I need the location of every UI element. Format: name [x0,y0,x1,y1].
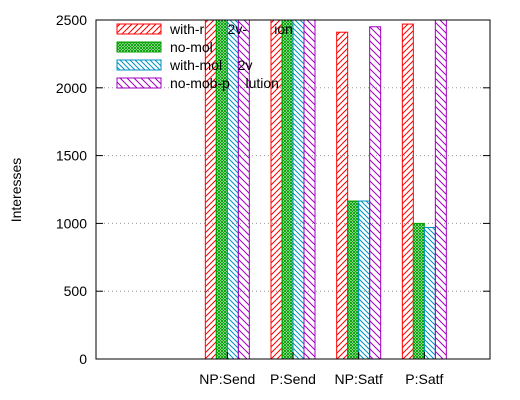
y-tick-label: 1000 [56,215,87,231]
x-tick-label: P:Satf [405,371,443,387]
bar-no-mob-pollution-P:Satf [434,19,447,360]
y-axis-ticks: 0 500 1000 1500 2000 2500 [56,12,490,367]
y-tick-label: 500 [64,283,88,299]
bar-with-mob-v2v-pollution-P:Send [270,19,283,360]
legend-label: no-mob-p lution [170,75,279,91]
x-axis-ticks: NP:Send P:Send NP:Satf P:Satf [199,352,444,387]
y-tick-label: 2000 [56,80,87,96]
x-tick-label: P:Send [270,371,316,387]
legend-label: with-mol 2v [169,57,252,73]
bar-with-mob-v2v-pollution-NP:Satf [336,31,349,360]
legend-swatch [116,41,162,53]
bar-no-mob-P:Send [281,19,294,360]
y-axis-label: Interesses [8,158,24,223]
y-tick-label: 2500 [56,12,87,28]
legend-swatch [116,77,162,89]
bar-with-mob-v2v-P:Satf [423,226,436,360]
x-tick-label: NP:Send [199,371,255,387]
bar-no-mob-P:Satf [412,222,425,360]
y-tick-label: 0 [79,351,87,367]
x-tick-label: NP:Satf [335,371,383,387]
bar-no-mob-pollution-NP:Satf [369,26,382,360]
bar-no-mob-NP:Satf [347,200,360,360]
bar-with-mob-v2v-P:Send [292,19,305,360]
y-tick-label: 1500 [56,148,87,164]
legend-label: with-r 2v- ion [169,21,293,37]
legend-swatch [116,59,162,71]
legend-swatch [116,23,162,35]
legend-label: no-mol [170,39,213,55]
bar-with-mob-v2v-pollution-P:Satf [401,23,414,360]
bar-with-mob-v2v-NP:Satf [358,200,371,360]
legend: with-r 2v- ion no-mol with-mol 2v no-mob-p … [116,21,293,91]
bar-no-mob-pollution-P:Send [303,19,316,360]
